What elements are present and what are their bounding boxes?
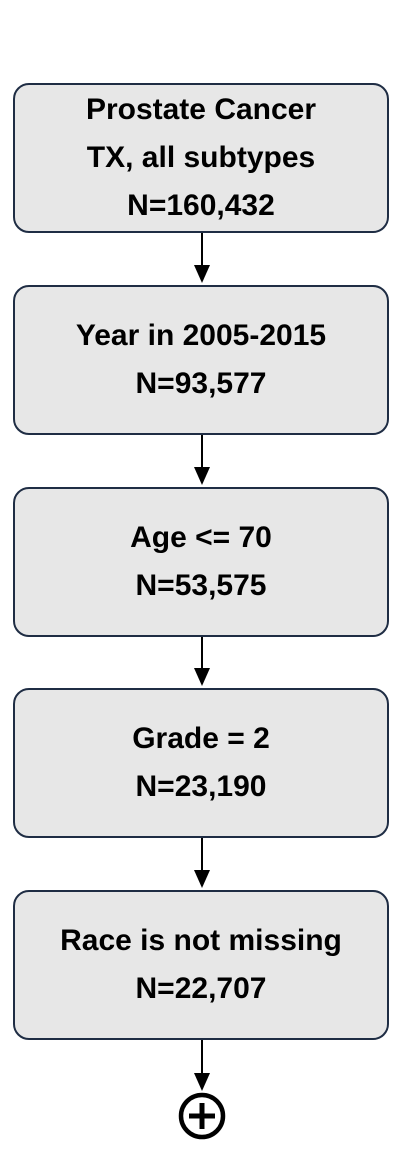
step-box-year-filter: Year in 2005-2015 N=93,577: [13, 285, 389, 435]
step-box-prostate-cancer: Prostate Cancer TX, all subtypes N=160,4…: [13, 83, 389, 233]
arrow-2-to-3: [194, 435, 210, 485]
step-label: Prostate Cancer: [85, 93, 317, 126]
arrow-3-to-4: [194, 637, 210, 686]
step-label: TX, all subtypes: [86, 141, 316, 174]
step-box-grade-filter: Grade = 2 N=23,190: [13, 688, 389, 838]
step-count: N=53,575: [135, 569, 267, 602]
step-label: Race is not missing: [60, 924, 342, 957]
step-label: Grade = 2: [132, 722, 270, 755]
arrow-4-to-5: [194, 838, 210, 888]
step-box-age-filter: Age <= 70 N=53,575: [13, 487, 389, 637]
step-label: Year in 2005-2015: [75, 319, 327, 352]
step-count: N=93,577: [135, 367, 267, 400]
step-box-race-filter: Race is not missing N=22,707: [13, 890, 389, 1040]
circled-plus-icon: [178, 1092, 226, 1140]
step-count: N=22,707: [135, 972, 267, 1005]
arrow-1-to-2: [194, 233, 210, 283]
step-count: N=160,432: [127, 189, 275, 222]
arrow-5-to-terminal: [194, 1040, 210, 1091]
step-label: Age <= 70: [130, 521, 272, 554]
step-count: N=23,190: [135, 770, 267, 803]
